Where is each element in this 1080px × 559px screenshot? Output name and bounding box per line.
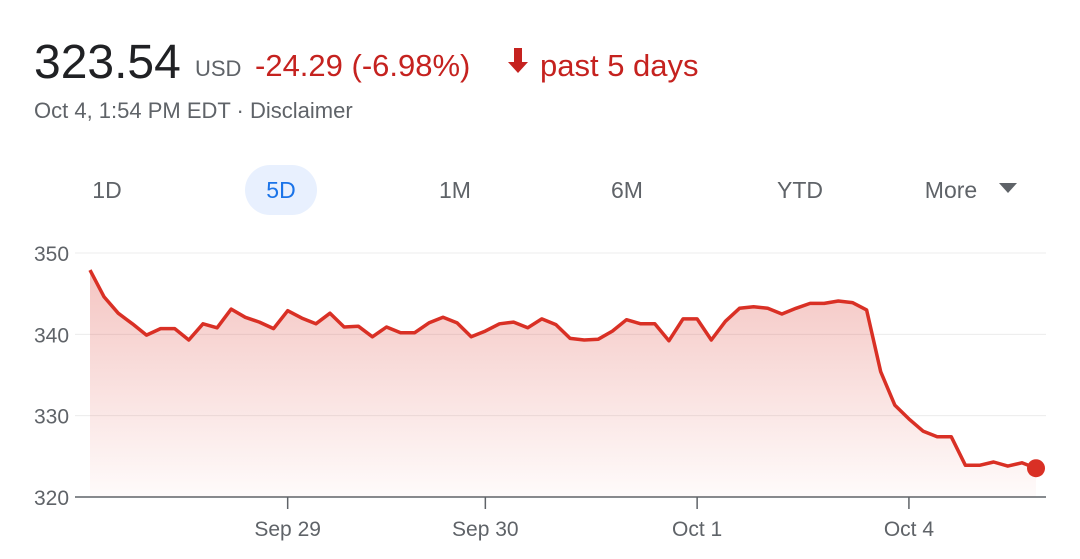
plot: 320 330 340 350 Sep 29 Sep 30 Oct 1 Oct 4 [34, 243, 1046, 541]
y-tick-label: 350 [34, 243, 69, 266]
area [90, 270, 1036, 497]
tab[interactable]: 1D [92, 177, 121, 203]
y-tick-label: 340 [34, 324, 69, 347]
dropdown-icon[interactable] [999, 183, 1017, 193]
price-change: -24.29 (-6.98%) [255, 48, 470, 83]
timestamp: Oct 4, 1:54 PM EDT · Disclaimer [34, 98, 353, 123]
x-tick-label: Sep 30 [452, 518, 519, 541]
price: 323.54 [34, 36, 181, 89]
x-tick-label: Sep 29 [254, 518, 321, 541]
tab[interactable]: More [925, 177, 977, 203]
tab[interactable]: YTD [777, 177, 823, 203]
x-tick-label: Oct 4 [884, 518, 935, 541]
y-tick-label: 330 [34, 406, 69, 429]
period: past 5 days [540, 48, 699, 83]
tab[interactable]: 1M [439, 177, 471, 203]
tab-bar: 1D 5D 1M 6M YTD More [92, 177, 977, 203]
y-tick-label: 320 [34, 487, 69, 510]
currency: USD [195, 56, 241, 81]
x-tick-label: Oct 1 [672, 518, 722, 541]
line [88, 269, 1037, 470]
last-point [1027, 459, 1045, 478]
tab[interactable]: 5D [266, 177, 295, 203]
down-arrow-icon [508, 48, 528, 73]
tab[interactable]: 6M [611, 177, 643, 203]
selected-tab-pill [245, 165, 317, 215]
